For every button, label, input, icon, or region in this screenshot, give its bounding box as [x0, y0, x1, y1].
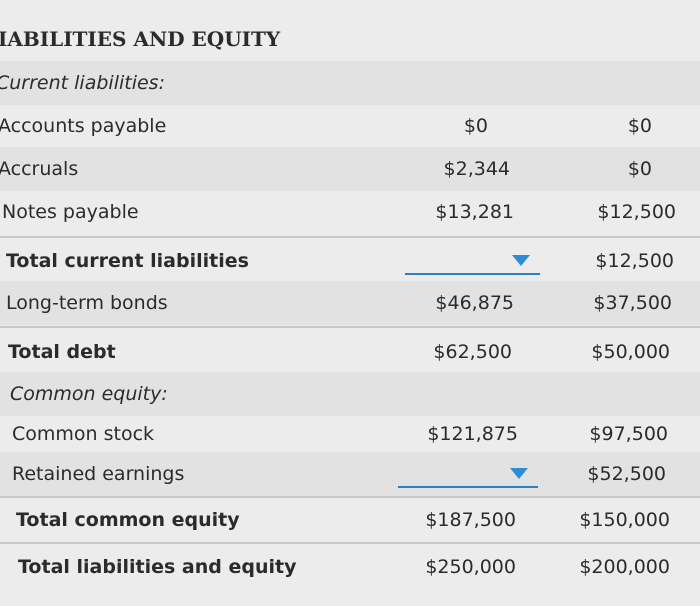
- row-label: Total current liabilities: [6, 250, 249, 272]
- row-value-col2: $150,000: [579, 509, 670, 531]
- row-value-col1: $250,000: [425, 556, 516, 578]
- row-value-col2: $97,500: [589, 423, 668, 445]
- table-row-accounts-payable: Accounts payable $0 $0: [0, 104, 700, 148]
- table-row-total-common-equity: Total common equity $187,500 $150,000: [0, 498, 700, 542]
- row-value-col2: $52,500: [587, 463, 666, 485]
- table-row-retained-earnings: Retained earnings $52,500: [0, 452, 700, 496]
- row-value-col2: $200,000: [579, 556, 670, 578]
- row-value-col2: $0: [627, 115, 652, 137]
- row-label: Total common equity: [16, 509, 240, 531]
- row-value-col1: $2,344: [443, 158, 510, 180]
- row-value-col2: $12,500: [597, 201, 676, 223]
- row-label: Accruals: [0, 158, 79, 180]
- current-liabilities-header: Current liabilities:: [0, 72, 165, 94]
- row-label: Notes payable: [2, 201, 139, 223]
- row-label: Accounts payable: [0, 115, 167, 137]
- row-value-col2: $50,000: [591, 341, 670, 363]
- row-value-col1: $62,500: [433, 341, 512, 363]
- table-row-accruals: Accruals $2,344 $0: [0, 147, 700, 191]
- row-value-col2: $37,500: [593, 292, 672, 314]
- section-title-row: IABILITIES AND EQUITY: [0, 17, 700, 61]
- divider: [0, 496, 700, 498]
- table-row-total-liabilities-equity: Total liabilities and equity $250,000 $2…: [0, 545, 700, 589]
- row-value-col2: $12,500: [595, 250, 674, 272]
- row-value-col1: $13,281: [435, 201, 514, 223]
- table-row-total-debt: Total debt $62,500 $50,000: [0, 330, 700, 374]
- row-value-col1: $187,500: [425, 509, 516, 531]
- row-value-col1: $121,875: [427, 423, 518, 445]
- row-value-col1: $46,875: [435, 292, 514, 314]
- total-current-liabilities-dropdown[interactable]: [405, 247, 540, 275]
- chevron-down-icon: [512, 255, 530, 266]
- row-label: Long-term bonds: [6, 292, 168, 314]
- table-row-notes-payable: Notes payable $13,281 $12,500: [0, 190, 700, 234]
- chevron-down-icon: [510, 468, 528, 479]
- row-label: Common stock: [12, 423, 155, 445]
- table-row-common-stock: Common stock $121,875 $97,500: [0, 412, 700, 456]
- row-label: Retained earnings: [12, 463, 185, 485]
- row-value-col1: $0: [463, 115, 488, 137]
- divider: [0, 326, 700, 328]
- divider: [0, 236, 700, 238]
- table-row-long-term-bonds: Long-term bonds $46,875 $37,500: [0, 281, 700, 325]
- row-value-col2: $0: [627, 158, 652, 180]
- row-label: Total debt: [8, 341, 116, 363]
- section-title: IABILITIES AND EQUITY: [0, 27, 281, 51]
- common-equity-header: Common equity:: [10, 383, 168, 405]
- current-liabilities-header-row: Current liabilities:: [0, 61, 700, 105]
- common-equity-header-row: Common equity:: [0, 372, 700, 416]
- row-label: Total liabilities and equity: [18, 556, 297, 578]
- table-row-total-current-liabilities: Total current liabilities $12,500: [0, 239, 700, 283]
- divider: [0, 542, 700, 544]
- retained-earnings-dropdown[interactable]: [398, 460, 538, 488]
